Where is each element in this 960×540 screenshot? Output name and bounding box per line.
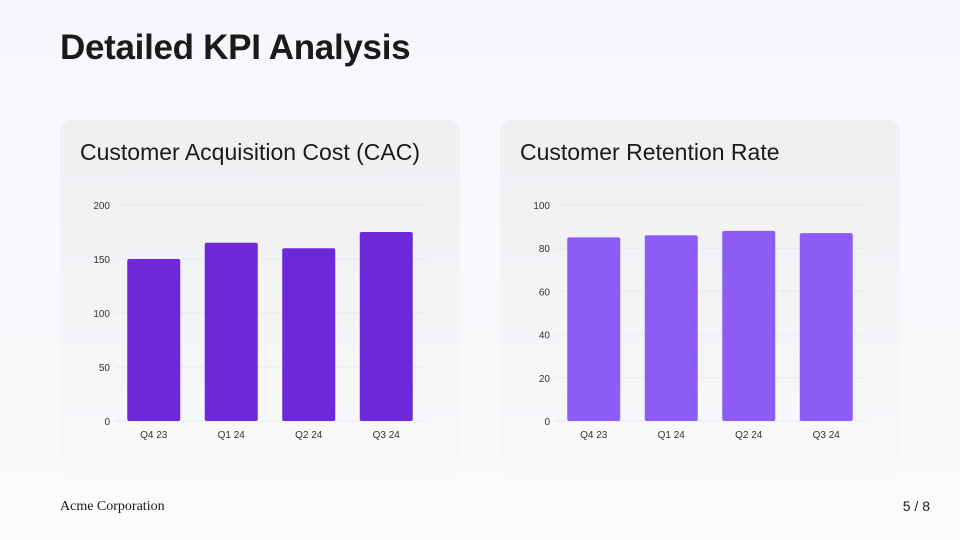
y-tick-label: 40 [539,331,551,342]
y-tick-label: 150 [93,255,110,266]
bar [359,232,413,421]
x-tick-label: Q2 24 [735,430,763,441]
page-number: 5 / 8 [902,498,930,514]
x-tick-label: Q4 23 [580,430,608,441]
bar [644,235,698,421]
cac-chart: 0 50 100 150 200 Q4 23 Q1 24 Q2 24 Q3 24 [93,201,425,441]
y-tick-label: 200 [93,201,110,212]
y-tick-label: 50 [99,363,111,374]
retention-chart-card: Customer Retention Rate 0 20 40 60 80 100 Q4 2… [500,120,900,475]
x-tick-label: Q2 24 [295,430,323,441]
bar [204,242,258,421]
bar [567,237,621,421]
y-tick-label: 20 [539,374,551,385]
page-title: Detailed KPI Analysis [60,28,411,67]
y-tick-label: 60 [539,287,551,298]
retention-chart: 0 20 40 60 80 100 Q4 23 Q1 24 Q2 24 Q3 24 [533,201,865,441]
bar [282,248,336,421]
x-tick-label: Q3 24 [813,430,841,441]
bar [799,233,853,421]
cac-chart-card: Customer Acquisition Cost (CAC) 0 50 100 15… [60,120,460,475]
x-tick-label: Q4 23 [140,430,168,441]
bar [127,259,181,421]
x-tick-label: Q1 24 [658,430,686,441]
chart-title: Customer Acquisition Cost (CAC) [80,139,420,165]
y-tick-label: 0 [104,417,110,428]
y-tick-label: 80 [539,244,551,255]
bar [722,230,776,421]
company-name: Acme Corporation [60,499,165,514]
x-tick-label: Q3 24 [373,430,401,441]
y-tick-label: 100 [533,201,550,212]
y-tick-label: 0 [544,417,550,428]
y-tick-label: 100 [93,309,110,320]
x-tick-label: Q1 24 [218,430,246,441]
chart-title: Customer Retention Rate [520,139,780,165]
